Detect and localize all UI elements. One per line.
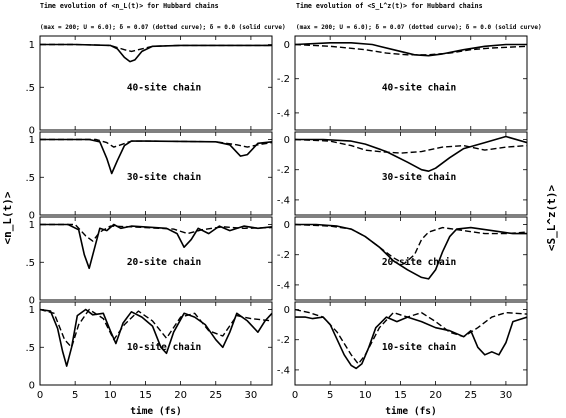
panel-label: 30-site chain bbox=[382, 172, 456, 183]
y-tick-label: -.4 bbox=[277, 108, 290, 119]
x-tick-label: 0 bbox=[37, 390, 43, 401]
y-tick-label: -.4 bbox=[277, 365, 290, 376]
y-tick-label: 0 bbox=[284, 220, 290, 231]
y-tick-label: .5 bbox=[25, 258, 35, 269]
dashed-series-line bbox=[295, 308, 527, 365]
left-x-axis-label: time (fs) bbox=[130, 406, 181, 417]
x-tick-label: 15 bbox=[394, 390, 407, 401]
x-tick-label: 15 bbox=[139, 390, 152, 401]
y-tick-label: 1 bbox=[29, 40, 35, 51]
y-tick-label: 1 bbox=[29, 305, 35, 316]
panel-1-3: -.4 -.2 0 10-site chain bbox=[277, 301, 528, 386]
y-tick-label: -.4 bbox=[277, 195, 290, 206]
x-tick-label: 20 bbox=[429, 390, 442, 401]
panel-frame bbox=[294, 216, 528, 301]
y-tick-label: .5 bbox=[25, 343, 35, 354]
panel-label: 30-site chain bbox=[127, 172, 201, 183]
y-tick-label: -.2 bbox=[277, 335, 290, 346]
x-tick-label: 10 bbox=[104, 390, 117, 401]
panel-label: 10-site chain bbox=[382, 342, 456, 353]
panel-frame bbox=[294, 131, 528, 216]
solid-series-line bbox=[295, 223, 527, 280]
solid-series-line bbox=[295, 41, 527, 57]
panel-1-2: -.4 -.2 0 20-site chain bbox=[277, 216, 528, 301]
panel-1-0: -.4 -.2 0 40-site chain bbox=[277, 35, 528, 131]
panel-frame bbox=[39, 301, 273, 386]
dashed-series-line bbox=[40, 223, 272, 242]
y-tick-label: 1 bbox=[29, 220, 35, 231]
right-x-axis-label: time (fs) bbox=[385, 406, 436, 417]
left-subtitle: (max = 200; U = 6.0); δ = 0.07 (dotted c… bbox=[40, 24, 286, 31]
panel-frame bbox=[39, 131, 273, 216]
y-tick-label: -.2 bbox=[277, 165, 290, 176]
right-title: Time evolution of <S_L^z(t)> for Hubbard… bbox=[296, 2, 483, 10]
solid-series-line bbox=[295, 135, 527, 172]
solid-series-line bbox=[295, 316, 527, 370]
y-tick-label: -.2 bbox=[277, 250, 290, 261]
dashed-series-line bbox=[295, 138, 527, 154]
y-tick-label: 0 bbox=[29, 296, 35, 307]
y-tick-label: -.2 bbox=[277, 74, 290, 85]
panel-label: 40-site chain bbox=[127, 83, 201, 94]
y-tick-label: 0 bbox=[284, 305, 290, 316]
x-tick-label: 0 bbox=[292, 390, 298, 401]
dashed-series-line bbox=[40, 43, 272, 53]
left-title: Time evolution of <n_L(t)> for Hubbard c… bbox=[40, 2, 219, 10]
x-tick-label: 20 bbox=[174, 390, 187, 401]
panel-0-0: 0 .5 1 40-site chain bbox=[25, 35, 273, 137]
x-tick-label: 5 bbox=[327, 390, 333, 401]
panel-0-3: 0 .5 1 10-site chain bbox=[25, 301, 273, 392]
y-tick-label: 0 bbox=[284, 135, 290, 146]
right-subtitle: (max = 200; U = 6.0); δ = 0.07 (dotted c… bbox=[296, 24, 542, 31]
solid-series-line bbox=[40, 308, 272, 367]
y-tick-label: .5 bbox=[25, 173, 35, 184]
y-tick-label: 0 bbox=[284, 40, 290, 51]
panel-frame bbox=[294, 35, 528, 131]
panel-0-2: 0 .5 1 20-site chain bbox=[25, 216, 273, 307]
dashed-series-line bbox=[40, 308, 272, 348]
dashed-series-line bbox=[40, 138, 272, 148]
x-tick-label: 10 bbox=[359, 390, 372, 401]
solid-series-line bbox=[40, 43, 272, 63]
plot-area: 0 .5 1 40-site chain 0 .5 1 30-site chain 0 .5 1 20… bbox=[25, 35, 528, 401]
right-y-axis-label: <S_L^z(t)> bbox=[545, 185, 558, 252]
x-tick-label: 30 bbox=[500, 390, 513, 401]
panel-0-1: 0 .5 1 30-site chain bbox=[25, 131, 273, 222]
panel-label: 20-site chain bbox=[382, 257, 456, 268]
y-tick-label: 1 bbox=[29, 135, 35, 146]
panel-frame bbox=[294, 301, 528, 386]
x-tick-label: 25 bbox=[464, 390, 477, 401]
y-tick-label: -.4 bbox=[277, 280, 290, 291]
left-y-axis-label: <n_L(t)> bbox=[1, 191, 14, 244]
panel-label: 40-site chain bbox=[382, 83, 456, 94]
panel-1-1: -.4 -.2 0 30-site chain bbox=[277, 131, 528, 216]
y-tick-label: 0 bbox=[29, 211, 35, 222]
y-tick-label: 0 bbox=[29, 381, 35, 392]
panel-label: 20-site chain bbox=[127, 257, 201, 268]
x-tick-label: 30 bbox=[245, 390, 258, 401]
dashed-series-line bbox=[295, 223, 527, 265]
y-tick-label: 0 bbox=[29, 126, 35, 137]
panel-frame bbox=[39, 35, 273, 131]
x-tick-label: 5 bbox=[72, 390, 78, 401]
panel-frame bbox=[39, 216, 273, 301]
panel-label: 10-site chain bbox=[127, 342, 201, 353]
x-tick-label: 25 bbox=[209, 390, 222, 401]
y-tick-label: .5 bbox=[25, 83, 35, 94]
